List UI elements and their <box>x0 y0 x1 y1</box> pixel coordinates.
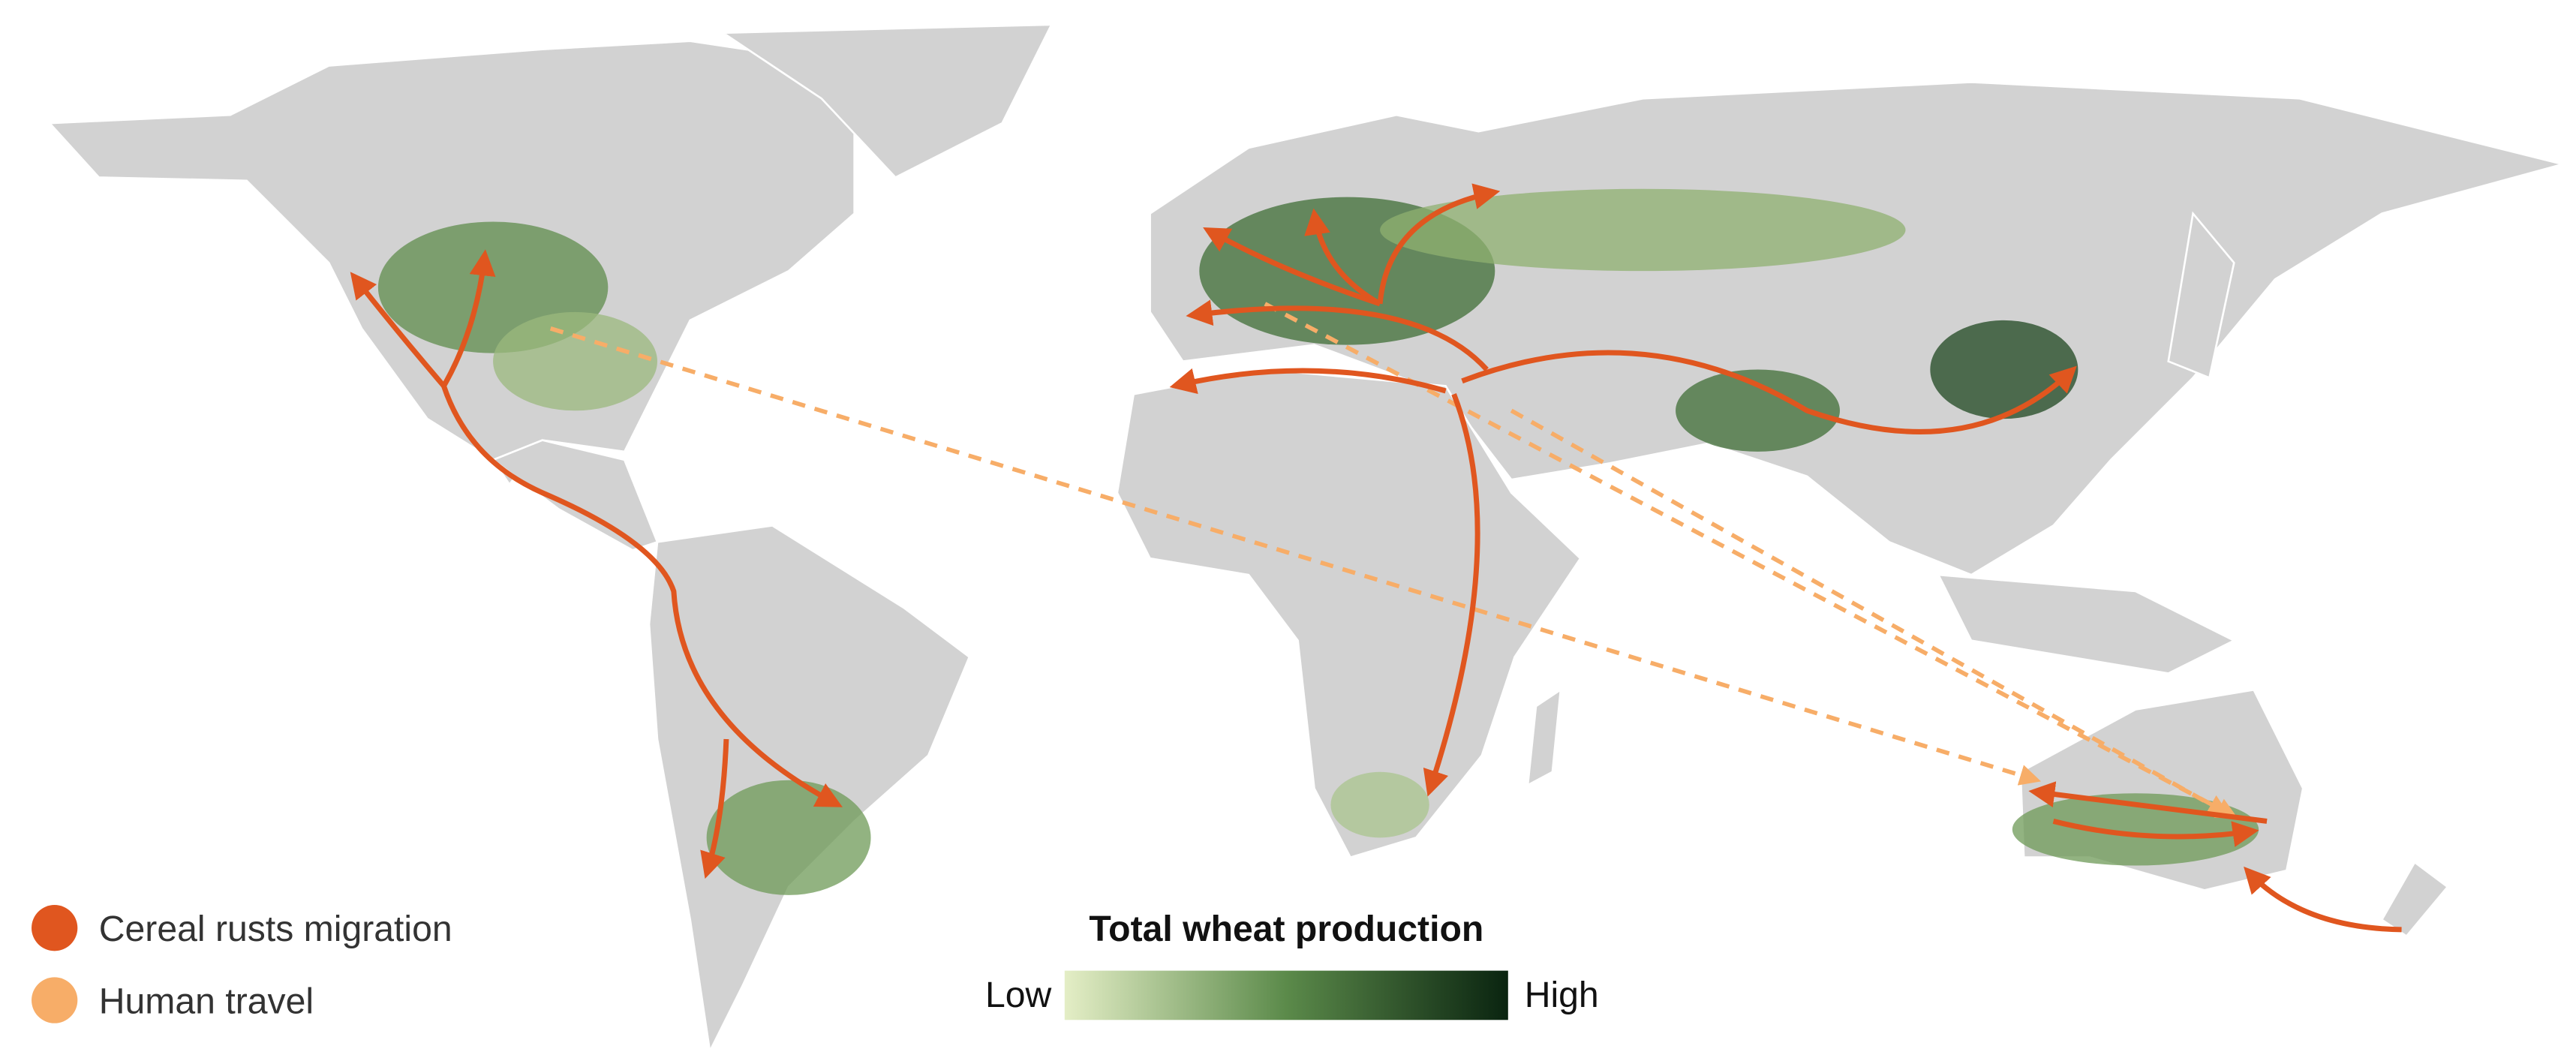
legend-swatch <box>32 905 78 951</box>
colorbar-low: Low <box>985 975 1052 1015</box>
colorbar-gradient <box>1064 970 1508 1020</box>
colorbar-title: Total wheat production <box>1089 909 1483 949</box>
rust-migration-routes <box>350 183 2402 933</box>
wheat-areas <box>377 188 2259 895</box>
legend-label: Cereal rusts migration <box>99 909 452 949</box>
legend-label: Human travel <box>99 981 314 1022</box>
colorbar: Total wheat production Low High <box>985 909 1599 1020</box>
colorbar-high: High <box>1525 975 1599 1015</box>
legend-swatch <box>32 977 78 1023</box>
landmass <box>47 23 2567 1055</box>
human-travel-routes <box>549 302 2238 819</box>
legend: Cereal rusts migration Human travel <box>32 905 452 1023</box>
